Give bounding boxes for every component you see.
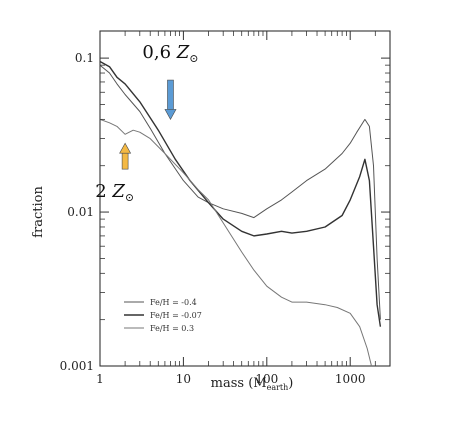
solar-symbol: ⊙ — [189, 52, 198, 65]
arrow-shaft — [167, 79, 174, 110]
metallicity-arrow-0 — [164, 79, 177, 120]
x-axis-title: mass (Mearth) — [211, 376, 294, 392]
legend: Fe/H = -0.4 Fe/H = -0.07 Fe/H = 0.3 — [124, 298, 202, 333]
legend-label-2: Fe/H = 0.3 — [150, 324, 194, 333]
metallicity-value: 2 — [95, 181, 112, 202]
series-layer — [99, 60, 382, 367]
x-tick-label: 1 — [96, 372, 104, 386]
plot-border — [99, 30, 391, 367]
series-line-0 — [99, 64, 381, 320]
annotation-layer: 0,6 Z⊙2 Z⊙ — [95, 42, 198, 204]
metallicity-symbol: Z — [176, 42, 190, 63]
legend-label-0: Fe/H = -0.4 — [150, 298, 197, 307]
metallicity-arrow-1 — [119, 142, 132, 170]
arrow-head — [119, 142, 132, 154]
metallicity-label-1: 2 Z⊙ — [95, 181, 134, 204]
x-axis-title-main: mass (M — [211, 376, 267, 391]
solar-symbol: ⊙ — [125, 191, 134, 204]
legend-label-1: Fe/H = -0.07 — [150, 311, 202, 320]
plot-area — [99, 30, 391, 367]
y-tick-label: 0.01 — [67, 205, 94, 219]
arrow-shaft — [121, 152, 129, 170]
y-tick-label: 0.001 — [60, 359, 94, 373]
metallicity-symbol: Z — [111, 181, 125, 202]
x-axis-title-subscript: earth — [267, 383, 289, 392]
x-tick-label: 10 — [176, 372, 191, 386]
y-axis-title: fraction — [31, 186, 46, 238]
series-line-2 — [99, 118, 372, 367]
y-tick-label: 0.1 — [75, 51, 94, 65]
x-tick-label: 1000 — [335, 372, 366, 386]
arrow-head — [164, 109, 177, 120]
tick-layer: 1 10 100 1000 0.1 0.01 0.001 — [60, 31, 391, 386]
metallicity-label-0: 0,6 Z⊙ — [142, 42, 198, 65]
x-axis-title-close: ) — [288, 376, 293, 391]
metallicity-value: 0,6 — [142, 42, 176, 63]
series-line-1 — [99, 60, 382, 327]
x-tick-label: 100 — [255, 372, 278, 386]
